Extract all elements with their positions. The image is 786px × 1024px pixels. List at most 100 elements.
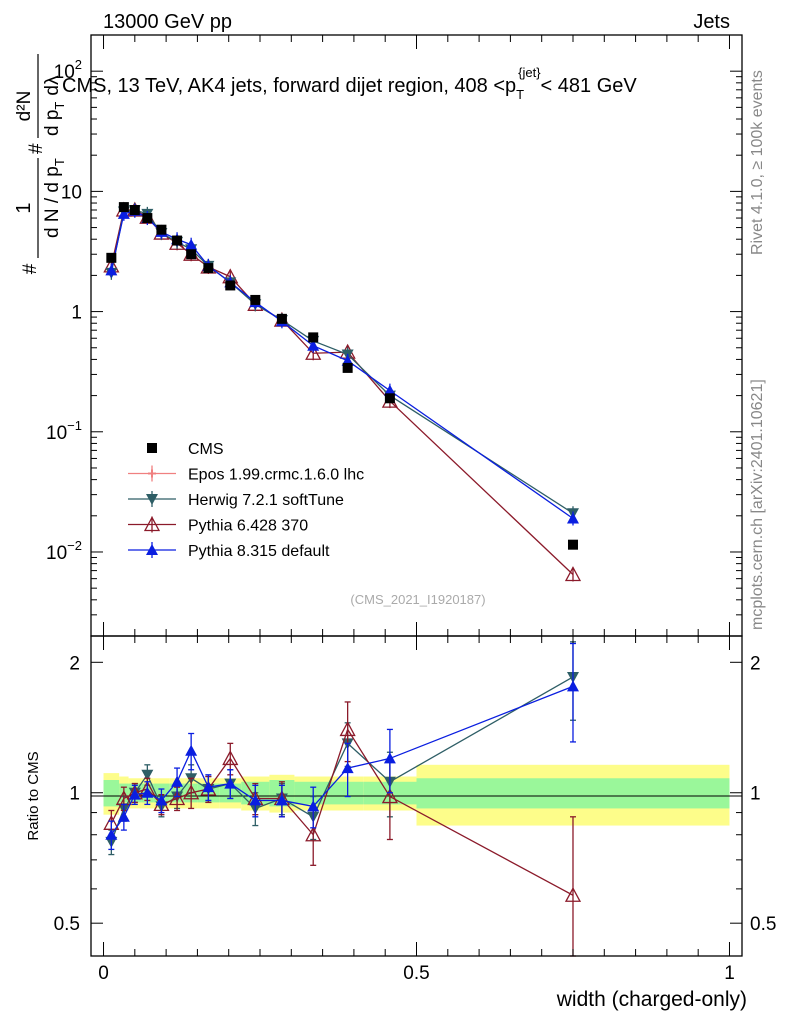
ratio-point (564, 886, 582, 902)
data-point (129, 205, 140, 216)
ratio-plot: 0.5 0.51 12 2 0 0.5 1 Ratio to CMS width (cha… (25, 35, 776, 1011)
ratio-point (168, 790, 186, 806)
ylabel-mid: # (26, 143, 47, 154)
x-tick-label: 1 (724, 963, 735, 984)
ratio-point (383, 752, 396, 764)
header-right: Jets (693, 11, 730, 33)
ratio-point (341, 762, 354, 774)
x-axis-label: width (charged-only) (556, 988, 747, 1011)
data-point (172, 235, 183, 246)
ratio-point (185, 744, 198, 756)
band-inner (103, 780, 120, 807)
main-title: CMS, 13 TeV, AK4 jets, forward dijet reg… (62, 65, 637, 102)
ratio-y-tick-label: 1 (69, 784, 80, 805)
data-point (106, 252, 117, 263)
data-point (384, 393, 395, 404)
ratio-point (305, 826, 322, 842)
ylabel-den: d N / d pT (42, 158, 67, 238)
ratio-point (105, 828, 118, 840)
ratio-point (202, 781, 215, 793)
ylabel-num: # (20, 263, 41, 274)
ratio-point (171, 775, 184, 787)
legend-item: Pythia 6.428 370 (128, 516, 308, 535)
data-point (185, 238, 198, 250)
data-point (383, 384, 396, 396)
data-point (564, 566, 582, 582)
data-point (117, 207, 130, 219)
main-y-tick-label: 10−2 (46, 538, 82, 564)
ratio-point (339, 721, 356, 737)
legend-label: Pythia 6.428 370 (188, 518, 308, 535)
data-point (566, 512, 579, 524)
data-point (567, 539, 578, 550)
legend-marker (143, 516, 161, 532)
data-point (307, 339, 320, 351)
ratio-point (249, 794, 262, 806)
ratio-point (183, 784, 200, 800)
legend-item: Pythia 8.315 default (128, 542, 330, 560)
ratio-y-tick-label: 0.5 (54, 914, 80, 935)
legend-item: CMS (147, 441, 224, 458)
ratio-series (103, 641, 582, 957)
watermark: (CMS_2021_I1920187) (350, 592, 485, 607)
legend-marker (148, 469, 156, 478)
band-inner (416, 778, 730, 809)
ratio-point (222, 750, 239, 766)
ratio-series-pythia-8-315-default (105, 642, 579, 851)
ratio-y-tick-label-right: 0.5 (750, 914, 776, 935)
legend-marker (146, 494, 158, 505)
main-y-axis-label: # 1 d N / d pT # d²N d pTdλ (13, 54, 67, 274)
ratio-point (141, 769, 154, 781)
ylabel-den2: d pTdλ (42, 75, 67, 136)
data-point (250, 294, 261, 305)
legend-marker (147, 443, 157, 453)
main-y-ticks: 102 10 1 10−1 10−2 (46, 34, 742, 637)
legend-label: Herwig 7.2.1 softTune (188, 492, 344, 509)
ratio-y-tick-label-right: 2 (750, 653, 761, 674)
data-point (156, 224, 167, 235)
ratio-y-tick-label: 2 (69, 653, 80, 674)
ratio-point (141, 786, 154, 798)
series-cms (106, 202, 578, 550)
main-y-tick-label: 10−1 (46, 418, 82, 444)
mcplots-label: mcplots.cern.ch [arXiv:2401.10621] (749, 379, 766, 630)
ylabel-frac: 1 (13, 202, 35, 213)
data-point (203, 263, 214, 274)
ratio-uncertainty-bands (103, 764, 730, 826)
ratio-point (307, 800, 320, 812)
data-point (118, 202, 129, 213)
ratio-x-ticks: 0 0.5 1 (98, 35, 735, 984)
ratio-point (155, 794, 168, 806)
data-point (342, 362, 353, 373)
data-point (308, 332, 319, 343)
data-point (186, 249, 197, 260)
series-line (110, 209, 574, 575)
x-tick-label: 0 (98, 963, 109, 984)
data-point (225, 280, 236, 291)
ratio-point (566, 680, 579, 692)
x-tick-label: 0.5 (403, 963, 429, 984)
ratio-point (224, 777, 237, 789)
ratio-series-pythia-6-428-370 (103, 701, 582, 957)
legend-item: Epos 1.99.crmc.1.6.0 lhc (128, 465, 364, 484)
legend-label: CMS (188, 441, 224, 458)
data-point (142, 213, 153, 224)
main-y-tick-label: 1 (71, 303, 82, 324)
data-point (276, 313, 287, 324)
ratio-y-tick-label-right: 1 (750, 784, 761, 805)
header-left: 13000 GeV pp (103, 11, 232, 33)
main-y-tick-label: 10 (61, 182, 82, 203)
main-series (103, 201, 582, 582)
legend-label: Epos 1.99.crmc.1.6.0 lhc (188, 467, 364, 484)
ratio-y-ticks: 0.5 0.5 1 1 2 2 (54, 653, 777, 935)
main-y-tick-label: 102 (54, 57, 82, 83)
legend: CMS Epos 1.99.crmc.1.6.0 lhc Herwig 7.2.1 … (128, 441, 364, 560)
data-point (105, 264, 118, 276)
ylabel-num2: d²N (14, 91, 35, 122)
ratio-frame (90, 635, 743, 957)
legend-label: Pythia 8.315 default (188, 543, 330, 560)
ratio-point (128, 788, 141, 800)
ratio-point (275, 794, 288, 806)
legend-marker (146, 544, 158, 555)
